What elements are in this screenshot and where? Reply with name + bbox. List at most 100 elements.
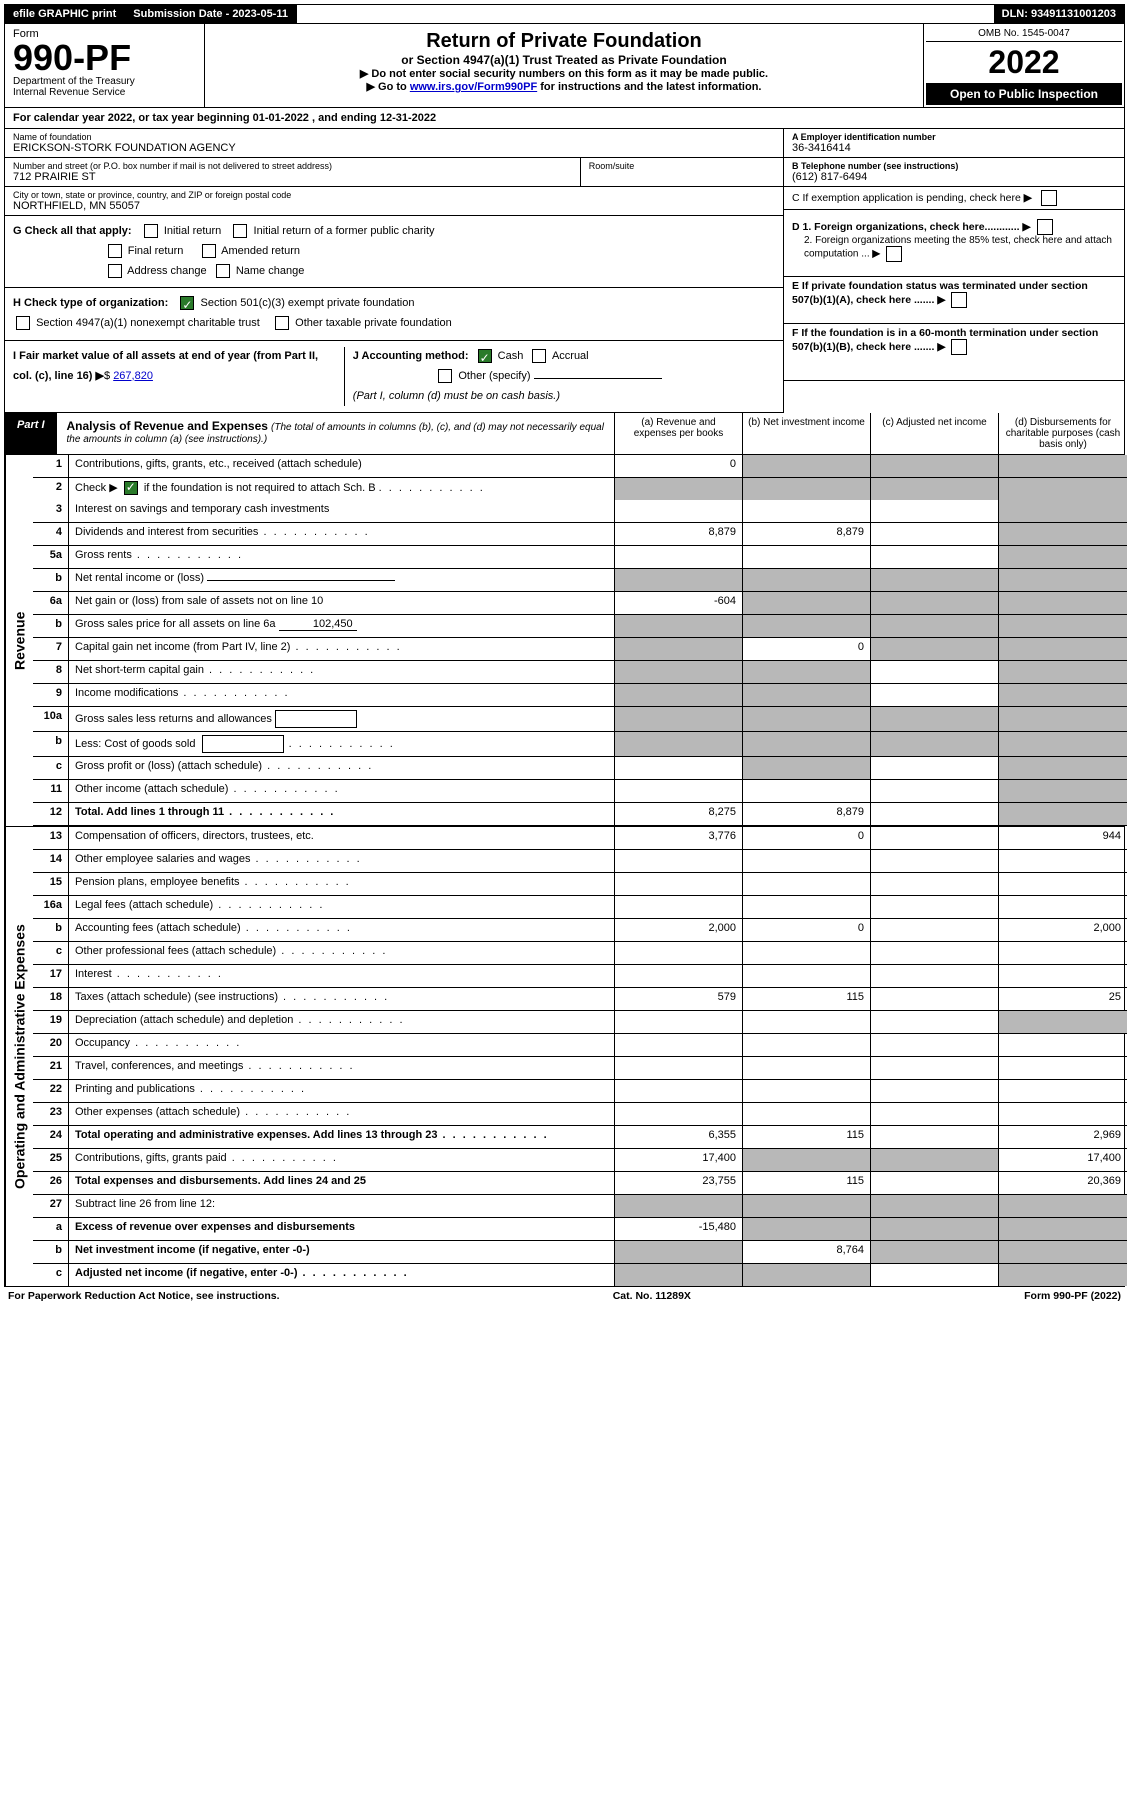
line-desc: Printing and publications: [69, 1080, 615, 1102]
form-title: Return of Private Foundation: [211, 30, 917, 53]
line-number: c: [33, 1264, 69, 1286]
line-6b: b Gross sales price for all assets on li…: [33, 615, 1127, 638]
line-number: 4: [33, 523, 69, 545]
col-d: [999, 500, 1127, 522]
col-d: [999, 661, 1127, 683]
col-d-header: (d) Disbursements for charitable purpose…: [999, 413, 1127, 454]
header-left: Form 990-PF Department of the Treasury I…: [5, 24, 205, 107]
line-desc: Total expenses and disbursements. Add li…: [69, 1172, 615, 1194]
phone-label: B Telephone number (see instructions): [792, 161, 1116, 171]
net-rental-field[interactable]: [207, 580, 395, 581]
sch-b-checkbox[interactable]: [124, 481, 138, 495]
10a-field[interactable]: [275, 710, 357, 728]
arrow-icon: ▶: [96, 370, 104, 382]
d1-checkbox[interactable]: [1037, 219, 1053, 235]
info-left: Name of foundation ERICKSON-STORK FOUNDA…: [5, 129, 784, 216]
10b-field[interactable]: [202, 735, 284, 753]
line-desc: Pension plans, employee benefits: [69, 873, 615, 895]
g-section: G Check all that apply: Initial return I…: [5, 216, 783, 288]
line-18: 18 Taxes (attach schedule) (see instruct…: [33, 988, 1127, 1011]
col-c: [871, 1241, 999, 1263]
address-change-label: Address change: [127, 265, 207, 277]
col-b: [743, 965, 871, 987]
line-desc: Other professional fees (attach schedule…: [69, 942, 615, 964]
line-13: 13 Compensation of officers, directors, …: [33, 827, 1127, 850]
fmv-value[interactable]: 267,820: [113, 370, 153, 382]
d1-label: D 1. Foreign organizations, check here..…: [792, 221, 1020, 233]
line-number: 12: [33, 803, 69, 825]
efile-button[interactable]: efile GRAPHIC print: [5, 5, 125, 23]
c-checkbox[interactable]: [1041, 190, 1057, 206]
col-a: 8,275: [615, 803, 743, 825]
other-method-checkbox[interactable]: [438, 369, 452, 383]
form-instructions-link[interactable]: www.irs.gov/Form990PF: [410, 81, 537, 93]
line-desc: Dividends and interest from securities: [69, 523, 615, 545]
final-return-checkbox[interactable]: [108, 244, 122, 258]
initial-former-checkbox[interactable]: [233, 224, 247, 238]
col-b: 8,879: [743, 523, 871, 545]
line-number: 19: [33, 1011, 69, 1033]
col-d: [999, 850, 1127, 872]
line-19: 19 Depreciation (attach schedule) and de…: [33, 1011, 1127, 1034]
f-checkbox[interactable]: [951, 339, 967, 355]
col-b: [743, 684, 871, 706]
col-c-header: (c) Adjusted net income: [871, 413, 999, 454]
col-b: 115: [743, 1172, 871, 1194]
4947-label: Section 4947(a)(1) nonexempt charitable …: [36, 317, 260, 329]
line-desc: Excess of revenue over expenses and disb…: [69, 1218, 615, 1240]
name-change-checkbox[interactable]: [216, 264, 230, 278]
d2-checkbox[interactable]: [886, 246, 902, 262]
amended-return-checkbox[interactable]: [202, 244, 216, 258]
col-d: [999, 592, 1127, 614]
line-number: b: [33, 615, 69, 637]
line-desc: Check ▶ if the foundation is not require…: [69, 478, 615, 500]
initial-return-checkbox[interactable]: [144, 224, 158, 238]
col-b: [743, 546, 871, 568]
col-d: 2,000: [999, 919, 1127, 941]
line-desc: Interest on savings and temporary cash i…: [69, 500, 615, 522]
4947-checkbox[interactable]: [16, 316, 30, 330]
line-10c: c Gross profit or (loss) (attach schedul…: [33, 757, 1127, 780]
e-checkbox[interactable]: [951, 292, 967, 308]
h-label: H Check type of organization:: [13, 297, 168, 309]
h-section: H Check type of organization: Section 50…: [5, 288, 783, 341]
col-b: [743, 942, 871, 964]
col-c: [871, 919, 999, 941]
other-specify-field[interactable]: [534, 378, 662, 379]
line-17: 17 Interest: [33, 965, 1127, 988]
f-box: F If the foundation is in a 60-month ter…: [784, 324, 1124, 381]
col-d: 17,400: [999, 1149, 1127, 1171]
col-c: [871, 478, 999, 500]
line-number: 15: [33, 873, 69, 895]
form-number: 990-PF: [13, 40, 196, 76]
amended-return-label: Amended return: [221, 245, 300, 257]
col-b: [743, 478, 871, 500]
col-d: [999, 1011, 1127, 1033]
col-b: [743, 1149, 871, 1171]
col-b: 8,879: [743, 803, 871, 825]
line-number: 25: [33, 1149, 69, 1171]
other-taxable-checkbox[interactable]: [275, 316, 289, 330]
i-label: I Fair market value of all assets at end…: [13, 350, 318, 382]
line-number: 11: [33, 780, 69, 802]
col-d: [999, 1195, 1127, 1217]
line-6a: 6a Net gain or (loss) from sale of asset…: [33, 592, 1127, 615]
col-a: [615, 707, 743, 731]
col-b: 115: [743, 1126, 871, 1148]
accrual-label: Accrual: [552, 350, 589, 362]
line-16a: 16a Legal fees (attach schedule): [33, 896, 1127, 919]
501c3-checkbox[interactable]: [180, 296, 194, 310]
col-d: [999, 455, 1127, 477]
expenses-section: Operating and Administrative Expenses 13…: [4, 827, 1125, 1287]
col-b: [743, 569, 871, 591]
name-label: Name of foundation: [13, 132, 775, 142]
cash-checkbox[interactable]: [478, 349, 492, 363]
col-c: [871, 896, 999, 918]
col-c: [871, 873, 999, 895]
instr-link-row: ▶ Go to www.irs.gov/Form990PF for instru…: [211, 80, 917, 93]
accrual-checkbox[interactable]: [532, 349, 546, 363]
line-number: c: [33, 942, 69, 964]
address-change-checkbox[interactable]: [108, 264, 122, 278]
name-change-label: Name change: [236, 265, 305, 277]
col-a: [615, 780, 743, 802]
